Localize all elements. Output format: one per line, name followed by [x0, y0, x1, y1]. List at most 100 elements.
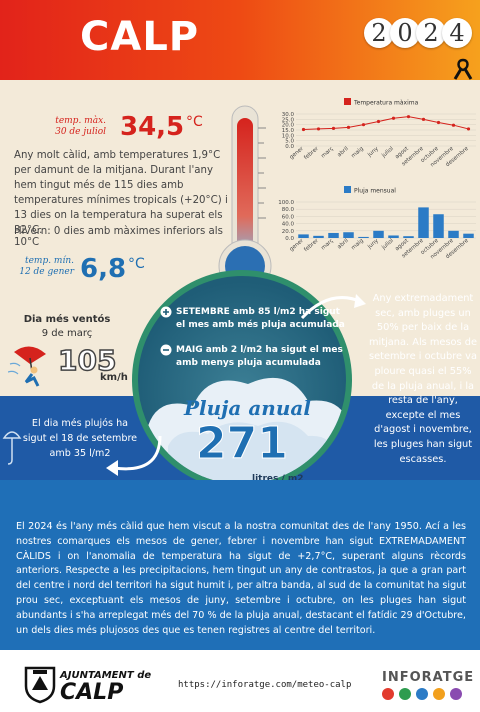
- website-link[interactable]: https://inforatge.com/meteo-calp: [178, 680, 352, 690]
- rain-bar: [433, 214, 444, 238]
- y-tick-label: 100.0: [278, 200, 294, 206]
- minus-icon: [160, 344, 172, 356]
- monthly-rain-chart: Pluja mensual0.020.040.060.080.0100.0gen…: [278, 186, 476, 260]
- windiest-day-label: Dia més ventós: [23, 314, 111, 325]
- brand-icon: [450, 688, 462, 700]
- umbrella-icon: [2, 431, 22, 465]
- page-title: CALP: [80, 14, 200, 60]
- rain-bar: [328, 232, 339, 238]
- year-digit: 4: [442, 18, 472, 48]
- wettest-month-text: SETEMBRE amb 85 l/m2 ha sigut el mes amb…: [176, 307, 345, 330]
- rain-bar: [388, 235, 399, 238]
- plus-icon: [160, 306, 172, 318]
- max-temp-label-line1: temp. màx.: [55, 116, 106, 126]
- x-tick-label: maig: [350, 146, 364, 159]
- temperature-point: [301, 127, 306, 132]
- summary-section: [0, 480, 480, 650]
- winter-note: Hivern: 0 dies amb màximes inferiors als…: [14, 226, 223, 248]
- rain-bar: [358, 236, 369, 238]
- year-digit: 0: [390, 18, 420, 48]
- rain-bar: [448, 230, 459, 238]
- x-tick-label: juliol: [380, 146, 395, 160]
- max-temperature-chart: Temperatura màxima 0.05.010.015.020.025.0…: [282, 98, 476, 168]
- cloud-icon: [148, 377, 346, 484]
- annual-rain-value: 271: [196, 418, 289, 470]
- temperature-line: [303, 116, 469, 130]
- brand-icon: [382, 688, 394, 700]
- x-tick-label: abril: [337, 146, 351, 159]
- rainiest-day-text: El dia més plujós ha sigut el 18 de sete…: [22, 418, 138, 459]
- x-tick-label: juny: [366, 237, 380, 250]
- windiest-day-date: 9 de març: [41, 328, 93, 339]
- x-tick-label: març: [320, 146, 335, 160]
- y-tick-label: 80.0: [282, 207, 295, 213]
- legend-swatch: [344, 98, 351, 105]
- temperature-description: Any molt càlid, amb temperatures 1,9°C p…: [14, 150, 228, 236]
- temperature-point: [331, 126, 336, 130]
- town-hall-logo: [24, 666, 56, 704]
- arrow-left-icon: [106, 435, 162, 476]
- y-tick-label: 0.0: [285, 144, 294, 150]
- brand-icon: [433, 688, 445, 700]
- temperature-point: [361, 123, 366, 127]
- y-tick-label: 30.0: [282, 112, 295, 118]
- y-tick-label: 15.0: [282, 128, 295, 134]
- y-tick-label: 10.0: [282, 133, 295, 139]
- max-temp-date: 30 de juliol: [55, 127, 106, 137]
- temperature-point: [436, 120, 441, 125]
- wind-speed-value: 105: [57, 343, 117, 378]
- wind-speed-unit: km/h: [100, 372, 128, 383]
- y-tick-label: 25.0: [282, 117, 295, 123]
- temperature-point: [406, 115, 411, 119]
- rain-bar: [298, 234, 309, 238]
- x-tick-label: juliol: [380, 238, 395, 252]
- min-temp-unit: °C: [128, 256, 145, 272]
- x-tick-label: abril: [337, 238, 351, 251]
- temperature-point: [316, 127, 321, 131]
- rain-bar: [373, 230, 384, 238]
- town-hall-name-line2[interactable]: CALP: [60, 680, 124, 705]
- year-digit: 2: [416, 18, 446, 48]
- min-temp-label: temp. mín. 12 de gener: [14, 256, 74, 278]
- inforatge-brand[interactable]: INFORATGE: [382, 670, 475, 685]
- annual-rain-label: Pluja anual: [184, 396, 311, 420]
- y-tick-label: 20.0: [282, 229, 295, 235]
- x-tick-label: maig: [350, 238, 364, 251]
- driest-month-text: MAIG amb 2 l/m2 ha sigut el mes amb meny…: [176, 345, 343, 368]
- footer: [0, 650, 480, 712]
- x-tick-label: març: [320, 238, 335, 252]
- min-temp-value: 6,8: [80, 254, 127, 284]
- brand-icon: [416, 688, 428, 700]
- max-temp-unit: °C: [186, 114, 203, 130]
- mourning-ribbon-icon: [453, 58, 473, 80]
- rain-bar: [463, 233, 474, 238]
- temperature-point: [391, 116, 396, 120]
- rain-bar: [403, 236, 414, 238]
- temperature-point: [421, 117, 426, 121]
- temperature-point: [346, 125, 351, 129]
- max-temp-label: temp. màx. 30 de juliol: [44, 116, 106, 138]
- x-tick-label: juny: [366, 145, 380, 158]
- min-temp-label-line1: temp. mín.: [24, 256, 74, 266]
- y-tick-label: 40.0: [282, 222, 295, 228]
- temperature-point: [466, 127, 471, 131]
- y-tick-label: 5.0: [285, 139, 294, 145]
- legend-swatch: [344, 186, 351, 193]
- temperature-point: [451, 123, 456, 127]
- dry-year-paragraph: Any extremadament sec, amb pluges un 50%…: [368, 293, 478, 465]
- town-hall-name-line1: AJUNTAMENT de: [60, 670, 152, 681]
- rain-bar: [343, 232, 354, 238]
- rain-bar: [313, 235, 324, 238]
- max-temp-value: 34,5: [120, 112, 185, 142]
- year-digit: 2: [364, 18, 394, 48]
- y-tick-label: 0.0: [285, 236, 294, 242]
- y-tick-label: 60.0: [282, 214, 295, 220]
- annual-rain-unit: litres / m2: [252, 474, 304, 484]
- rain-bar: [418, 207, 429, 238]
- y-tick-label: 20.0: [282, 123, 295, 129]
- x-tick-label: febrer: [303, 145, 320, 161]
- brand-icon: [399, 688, 411, 700]
- x-tick-label: febrer: [303, 237, 320, 253]
- legend-label: Temperatura màxima: [353, 100, 419, 107]
- windy-umbrella-person-icon: [8, 346, 46, 387]
